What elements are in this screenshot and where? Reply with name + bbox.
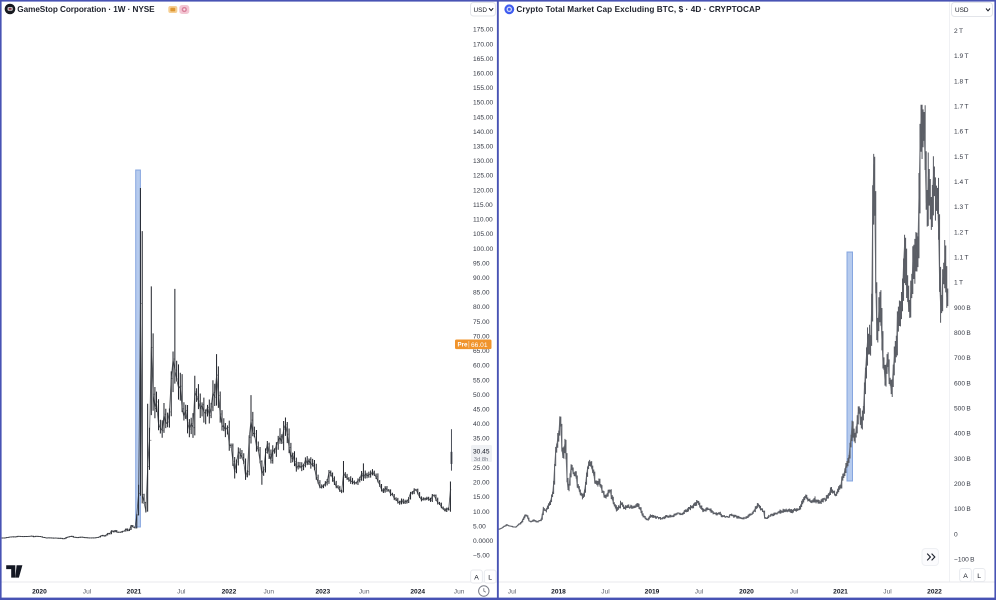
svg-text:175.00: 175.00 [473, 27, 494, 34]
svg-text:100 B: 100 B [954, 506, 971, 513]
svg-text:45.00: 45.00 [473, 407, 490, 414]
svg-text:Jun: Jun [263, 589, 274, 596]
svg-text:1.6 T: 1.6 T [954, 129, 969, 136]
svg-text:1.3 T: 1.3 T [954, 204, 969, 211]
svg-text:1.1 T: 1.1 T [954, 255, 969, 262]
svg-text:2018: 2018 [551, 589, 566, 596]
svg-text:135.00: 135.00 [473, 144, 494, 151]
svg-text:Jun: Jun [359, 589, 370, 596]
svg-text:1.8 T: 1.8 T [954, 78, 969, 85]
svg-text:120.00: 120.00 [473, 187, 494, 194]
svg-text:Jul: Jul [177, 589, 186, 596]
svg-text:130.00: 130.00 [473, 158, 494, 165]
svg-text:170.00: 170.00 [473, 41, 494, 48]
svg-text:Jul: Jul [695, 589, 704, 596]
svg-text:USD: USD [474, 7, 488, 14]
svg-text:1.5 T: 1.5 T [954, 154, 969, 161]
svg-text:105.00: 105.00 [473, 231, 494, 238]
svg-text:Jul: Jul [601, 589, 610, 596]
svg-text:Pre: Pre [458, 342, 469, 349]
svg-text:65.00: 65.00 [473, 348, 490, 355]
svg-text:Jun: Jun [454, 589, 465, 596]
svg-text:150.00: 150.00 [473, 100, 494, 107]
svg-text:400 B: 400 B [954, 431, 971, 438]
svg-text:Jul: Jul [83, 589, 92, 596]
svg-text:1.7 T: 1.7 T [954, 103, 969, 110]
svg-text:100.00: 100.00 [473, 246, 494, 253]
svg-text:800 B: 800 B [954, 330, 971, 337]
svg-text:Crypto Total Market Cap Exclud: Crypto Total Market Cap Excluding BTC, $… [516, 5, 761, 14]
svg-text:−5.00: −5.00 [473, 553, 490, 560]
svg-text:900 B: 900 B [954, 305, 971, 312]
svg-text:30.45: 30.45 [473, 449, 490, 456]
svg-text:50.00: 50.00 [473, 392, 490, 399]
svg-text:10.00: 10.00 [473, 509, 490, 516]
svg-text:55.00: 55.00 [473, 377, 490, 384]
svg-text:Jul: Jul [883, 589, 892, 596]
svg-text:125.00: 125.00 [473, 173, 494, 180]
svg-text:A: A [963, 573, 968, 580]
svg-text:2021: 2021 [127, 589, 142, 596]
svg-text:2020: 2020 [32, 589, 47, 596]
svg-text:2019: 2019 [645, 589, 660, 596]
svg-text:20.00: 20.00 [473, 480, 490, 487]
svg-text:Jul: Jul [508, 589, 517, 596]
svg-text:2023: 2023 [315, 589, 330, 596]
svg-text:66.01: 66.01 [471, 342, 488, 349]
svg-text:35.00: 35.00 [473, 436, 490, 443]
svg-text:1.4 T: 1.4 T [954, 179, 969, 186]
svg-text:70.00: 70.00 [473, 334, 490, 341]
svg-text:3d 8h: 3d 8h [474, 457, 489, 463]
svg-text:90.00: 90.00 [473, 275, 490, 282]
svg-text:2022: 2022 [927, 589, 942, 596]
svg-text:Jul: Jul [790, 589, 799, 596]
svg-text:80.00: 80.00 [473, 304, 490, 311]
svg-text:5.00: 5.00 [473, 523, 486, 530]
svg-text:110.00: 110.00 [473, 217, 493, 224]
svg-text:2021: 2021 [833, 589, 848, 596]
svg-text:155.00: 155.00 [473, 85, 494, 92]
svg-text:200 B: 200 B [954, 481, 971, 488]
svg-text:2022: 2022 [222, 589, 237, 596]
svg-text:0: 0 [954, 531, 958, 538]
svg-text:300 B: 300 B [954, 456, 971, 463]
svg-text:25.00: 25.00 [473, 465, 490, 472]
svg-text:60.00: 60.00 [473, 363, 490, 370]
svg-text:2 T: 2 T [954, 28, 963, 35]
svg-text:L: L [977, 573, 981, 580]
svg-text:160.00: 160.00 [473, 71, 494, 78]
svg-text:700 B: 700 B [954, 355, 971, 362]
svg-text:140.00: 140.00 [473, 129, 494, 136]
svg-text:75.00: 75.00 [473, 319, 490, 326]
svg-text:−100 B: −100 B [954, 557, 975, 564]
svg-text:L: L [488, 574, 492, 581]
svg-text:145.00: 145.00 [473, 114, 494, 121]
svg-text:15.00: 15.00 [473, 494, 490, 501]
svg-text:1.2 T: 1.2 T [954, 229, 969, 236]
svg-text:2020: 2020 [739, 589, 754, 596]
svg-text:1.9 T: 1.9 T [954, 53, 969, 60]
svg-text:USD: USD [955, 7, 969, 14]
svg-text:95.00: 95.00 [473, 260, 490, 267]
svg-text:85.00: 85.00 [473, 290, 490, 297]
svg-text:165.00: 165.00 [473, 56, 494, 63]
svg-text:40.00: 40.00 [473, 421, 490, 428]
svg-text:0.0000: 0.0000 [473, 538, 494, 545]
svg-text:A: A [474, 574, 479, 581]
svg-text:2024: 2024 [410, 589, 425, 596]
svg-text:115.00: 115.00 [473, 202, 493, 209]
svg-text:600 B: 600 B [954, 380, 971, 387]
svg-text:1 T: 1 T [954, 280, 963, 287]
svg-text:500 B: 500 B [954, 406, 971, 413]
svg-text:GameStop Corporation · 1W · NY: GameStop Corporation · 1W · NYSE [17, 5, 155, 14]
